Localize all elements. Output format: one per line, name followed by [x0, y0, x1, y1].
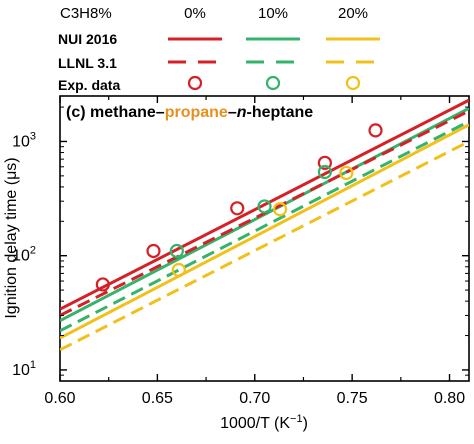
x-axis-label: 1000/T (K−1) — [220, 413, 308, 432]
panel-title-prefix: (c) — [66, 104, 90, 121]
legend-row-llnl: LLNL 3.1 — [58, 55, 117, 71]
panel-title-part-methane: methane — [90, 104, 156, 121]
panel-title-dash-1: – — [156, 104, 165, 121]
x-axis-label-sup: −1 — [290, 413, 303, 425]
legend-swatch-exp-20 — [345, 75, 361, 91]
panel-title-part-n: n — [237, 104, 247, 121]
exp-point-20-0 — [171, 262, 186, 278]
exp-point-10-2 — [317, 164, 332, 180]
y-axis-label: Ignition delay time (μs) — [3, 157, 20, 318]
panel-title: (c) methane–propane–n-heptane — [66, 104, 313, 121]
exp-point-0-4 — [368, 123, 383, 138]
series-line-llnl-3-1-10 — [60, 120, 469, 333]
legend-swatches — [168, 37, 380, 91]
x-tick-label: 0.60 — [44, 390, 75, 407]
x-tick-label: 0.75 — [337, 390, 368, 407]
legend-header-label: C3H8% — [60, 5, 112, 22]
legend-column-1: 10% — [258, 5, 288, 22]
exp-point-20-1 — [272, 202, 288, 217]
legend-column-0: 0% — [184, 5, 206, 22]
panel-title-part-propane: propane — [165, 104, 228, 121]
exp-point-0-2 — [230, 201, 245, 216]
panel-title-part-heptane: -heptane — [247, 104, 314, 121]
exp-point-0-0 — [95, 277, 110, 292]
series-line-llnl-3-1-20 — [60, 140, 469, 352]
legend-swatch-exp-10 — [265, 75, 281, 91]
x-tick-label: 0.80 — [434, 390, 465, 407]
y-tick-label: 103 — [12, 130, 36, 150]
plot-frame — [59, 95, 470, 382]
x-tick-label: 0.70 — [239, 390, 270, 407]
panel-title-dash-2: – — [228, 104, 237, 121]
y-tick-label: 101 — [12, 359, 36, 379]
legend-row-nui: NUI 2016 — [58, 31, 117, 47]
legend-row-exp: Exp. data — [58, 77, 120, 93]
markers-layer — [95, 123, 383, 292]
series-line-nui-2016-20 — [60, 123, 469, 340]
series-layer — [60, 98, 469, 352]
series-line-nui-2016-0 — [60, 98, 469, 311]
exp-point-10-1 — [257, 199, 272, 214]
exp-point-10-0 — [169, 243, 184, 259]
exp-point-0-3 — [317, 155, 332, 170]
x-tick-label: 0.65 — [142, 390, 173, 407]
legend-swatch-exp-0 — [187, 75, 203, 91]
legend-column-2: 20% — [338, 5, 368, 22]
exp-point-20-2 — [339, 165, 354, 181]
exp-point-0-1 — [146, 243, 161, 259]
